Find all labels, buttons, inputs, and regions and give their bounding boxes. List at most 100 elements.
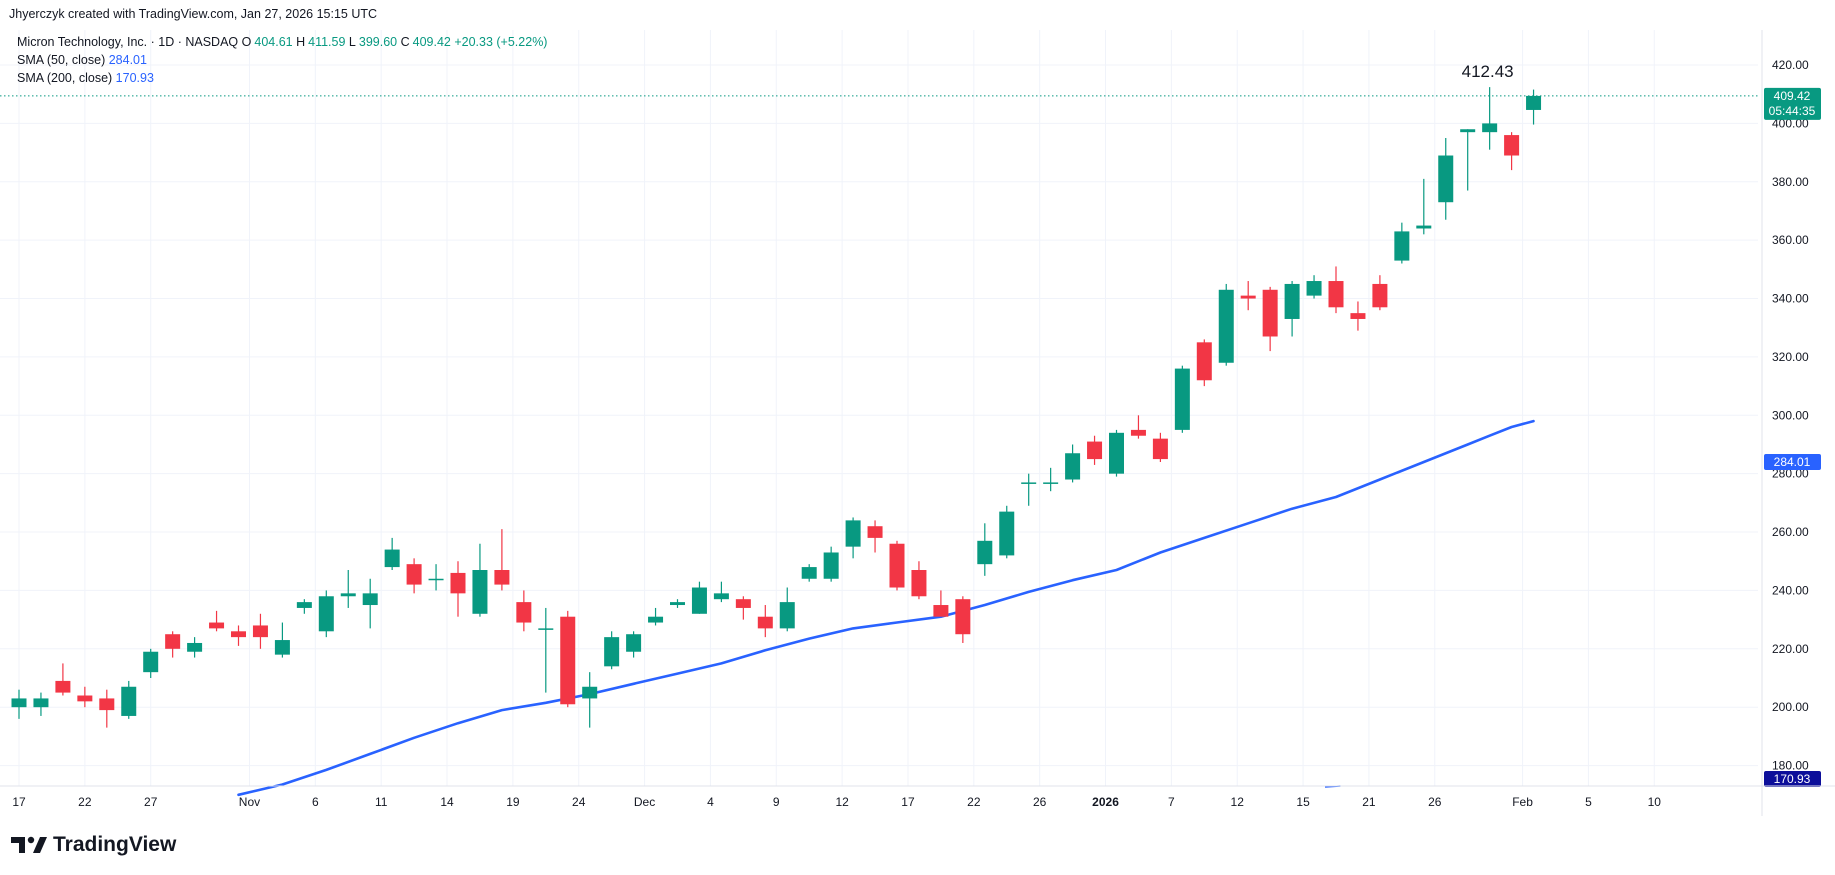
candle-body <box>99 698 115 711</box>
candle-body <box>362 593 378 606</box>
candle <box>538 607 554 693</box>
time-tick-label: 15 <box>1296 795 1310 809</box>
candle-body <box>494 570 510 585</box>
time-tick-label: 19 <box>506 795 520 809</box>
candle <box>516 590 532 632</box>
candle-body <box>889 543 905 588</box>
price-chart[interactable]: 412.43 180.00 200.00 220.00 240.00 260.00 280… <box>0 0 1835 820</box>
candle <box>165 631 181 658</box>
candle-body <box>911 570 927 597</box>
time-tick-label: 22 <box>78 795 92 809</box>
time-tick-label: 2026 <box>1092 795 1119 809</box>
candle <box>340 570 356 608</box>
legend-high: H 411.59 <box>296 35 346 49</box>
candle-body <box>450 572 466 594</box>
candle <box>911 561 927 600</box>
candle-body <box>867 526 883 538</box>
candle-body <box>538 628 554 630</box>
candle <box>1460 129 1476 191</box>
candle-body <box>933 605 949 617</box>
candle-body <box>1460 129 1476 133</box>
candle <box>11 689 27 719</box>
sma50-badge: 284.01 <box>1764 453 1821 470</box>
time-tick-label: 22 <box>967 795 981 809</box>
time-tick-label: 10 <box>1648 795 1662 809</box>
candle-body <box>1262 289 1278 337</box>
candle-body <box>33 698 49 708</box>
legend-sma50-value: 284.01 <box>108 53 147 67</box>
sma-layer <box>237 419 1535 797</box>
candle-body <box>801 567 817 579</box>
chart-grid <box>0 30 1758 786</box>
candle <box>1372 275 1388 311</box>
candle-body <box>779 602 795 629</box>
candle <box>1130 415 1146 439</box>
candle-body <box>77 695 93 702</box>
candle-body <box>955 599 971 635</box>
candle-body <box>1372 283 1388 308</box>
legend-sma200-value: 170.93 <box>115 71 154 85</box>
price-axis[interactable]: 180.00 200.00 220.00 240.00 260.00 280.00 300.… <box>1761 30 1821 816</box>
candle-body <box>252 625 268 638</box>
sma200-badge: 170.93 <box>1764 771 1821 787</box>
candle-body <box>1218 289 1234 363</box>
candle <box>757 605 773 638</box>
legend-low: L 399.60 <box>348 35 398 49</box>
candle-body <box>582 686 598 699</box>
candle-body <box>340 593 356 597</box>
candle-body <box>165 634 181 649</box>
candle <box>582 672 598 728</box>
legend-sma200-row[interactable]: SMA (200, close) 170.93 <box>17 69 547 87</box>
legend-sma50-row[interactable]: SMA (50, close) 284.01 <box>17 51 547 69</box>
candle <box>1065 444 1081 483</box>
candle <box>1043 467 1059 492</box>
sma200-badge-bg <box>1764 771 1821 787</box>
candle-body <box>1109 432 1124 474</box>
candle <box>1021 473 1037 506</box>
candle <box>1306 275 1322 299</box>
legend-symbol[interactable]: Micron Technology, Inc. · 1D · NASDAQ <box>17 35 239 49</box>
legend-sma200-label: SMA (200, close) <box>17 71 113 85</box>
last-price-badge-bg <box>1764 87 1821 120</box>
candle-body <box>1284 283 1300 319</box>
candle <box>713 581 729 603</box>
candle-body <box>823 552 839 579</box>
candle <box>1504 132 1520 171</box>
candle-body <box>604 637 620 667</box>
high-annotation: 412.43 <box>1462 62 1514 81</box>
candle-body <box>1482 123 1498 133</box>
legend-sma50-label: SMA (50, close) <box>17 53 106 67</box>
candle <box>604 631 620 670</box>
candle <box>1438 138 1454 220</box>
candle-body <box>626 634 642 652</box>
candle <box>362 578 378 629</box>
candle-body <box>55 680 71 693</box>
candle-body <box>845 520 861 547</box>
candle <box>450 561 466 617</box>
candle <box>318 590 334 638</box>
candle-body <box>713 593 729 600</box>
candle <box>384 537 400 570</box>
candle-body <box>516 602 532 623</box>
time-tick-label: 27 <box>144 795 158 809</box>
candle-body <box>406 564 422 585</box>
candle-body <box>560 616 576 705</box>
candle <box>867 520 883 553</box>
time-tick-label: 9 <box>773 795 780 809</box>
candle <box>626 631 642 658</box>
candle-body <box>121 686 137 716</box>
candle-body <box>1152 438 1168 460</box>
time-tick-label: Feb <box>1512 795 1533 809</box>
time-axis[interactable]: 17 22 27 Nov 6 11 14 19 24 Dec 4 9 12 17 22 26 2026 7 12 15… <box>0 785 1835 809</box>
sma50-badge-bg <box>1764 453 1821 470</box>
candle-body <box>648 616 664 623</box>
tradingview-logo[interactable]: TradingView <box>11 833 176 857</box>
price-tick-label: 200.00 <box>1772 700 1809 714</box>
price-tick-label: 300.00 <box>1772 408 1809 422</box>
candle <box>1174 365 1190 433</box>
candle <box>33 692 49 716</box>
candle-body <box>1328 281 1344 308</box>
candle-body <box>977 540 993 565</box>
